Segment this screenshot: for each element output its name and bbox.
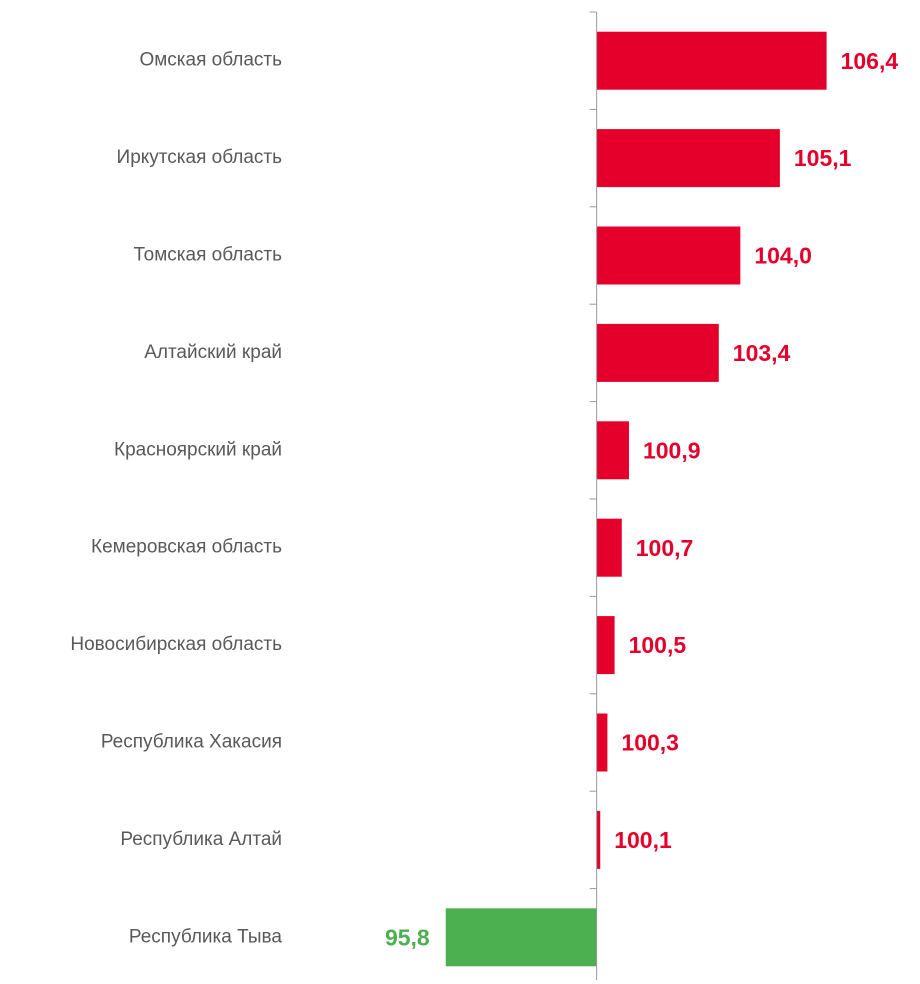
bar xyxy=(596,226,741,285)
value-label: 100,5 xyxy=(629,632,687,658)
bar xyxy=(596,421,629,480)
category-label: Республика Тыва xyxy=(129,926,283,947)
bar xyxy=(596,129,780,188)
category-label: Кемеровская область xyxy=(91,537,282,558)
bar xyxy=(596,616,615,675)
category-label: Иркутская область xyxy=(117,147,283,168)
bar xyxy=(445,908,597,967)
bar xyxy=(596,31,827,90)
bar xyxy=(596,810,601,869)
value-label: 103,4 xyxy=(733,340,791,366)
value-label: 105,1 xyxy=(794,145,852,171)
value-label: 100,9 xyxy=(643,437,701,463)
category-label: Республика Алтай xyxy=(120,829,282,850)
value-label: 95,8 xyxy=(385,924,430,950)
value-label: 104,0 xyxy=(754,243,812,269)
category-label: Омская область xyxy=(139,50,282,71)
bar xyxy=(596,713,608,772)
category-label: Томская область xyxy=(134,245,283,266)
bar xyxy=(596,518,622,577)
category-label: Красноярский край xyxy=(114,439,282,460)
bar xyxy=(596,323,719,382)
category-label: Новосибирская область xyxy=(70,634,282,655)
value-label: 100,3 xyxy=(621,730,679,756)
value-label: 106,4 xyxy=(841,48,899,74)
value-label: 100,7 xyxy=(636,535,694,561)
category-label: Республика Хакасия xyxy=(101,732,282,753)
category-label: Алтайский край xyxy=(144,342,282,363)
value-label: 100,1 xyxy=(614,827,672,853)
